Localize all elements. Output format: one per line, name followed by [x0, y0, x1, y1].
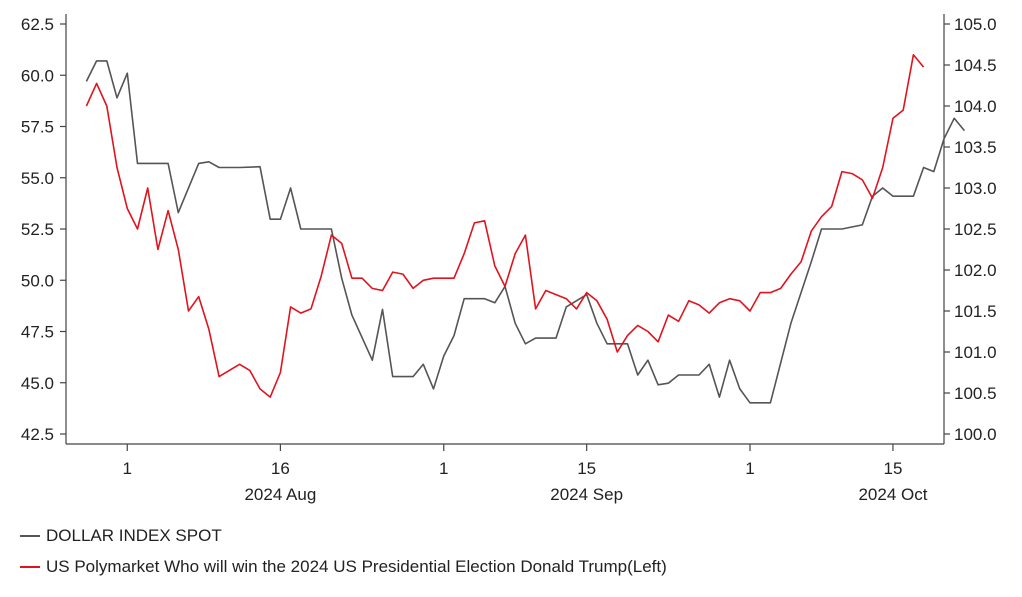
right-tick-label: 102.0 [954, 261, 997, 280]
left-tick-label: 45.0 [21, 374, 54, 393]
left-tick-label: 52.5 [21, 220, 54, 239]
right-tick-label: 101.0 [954, 343, 997, 362]
right-tick-label: 103.5 [954, 138, 997, 157]
x-axis: 1 16 1 15 1 15 2024 Aug 2024 Sep 2024 Oct [66, 443, 944, 504]
left-tick-label: 42.5 [21, 425, 54, 444]
x-tick-label: 15 [883, 459, 902, 478]
left-tick-label: 57.5 [21, 118, 54, 137]
left-tick-label: 60.0 [21, 66, 54, 85]
right-y-axis: 100.0 100.5 101.0 101.5 102.0 102.5 103.0 103.5… [943, 14, 997, 444]
left-y-axis: 42.5 45.0 47.5 50.0 52.5 55.0 57.5 60.0 62.5 [21, 14, 67, 444]
legend-swatch-dollar-index [20, 534, 40, 537]
left-tick-label: 47.5 [21, 323, 54, 342]
x-month-label: 2024 Sep [550, 485, 623, 504]
plot-area [85, 53, 966, 404]
legend: DOLLAR INDEX SPOT US Polymarket Who will… [20, 520, 667, 582]
left-tick-label: 62.5 [21, 15, 54, 34]
right-tick-label: 104.5 [954, 56, 997, 75]
x-month-label: 2024 Aug [244, 485, 316, 504]
legend-item-dollar-index: DOLLAR INDEX SPOT [20, 520, 667, 551]
legend-item-polymarket-trump: US Polymarket Who will win the 2024 US P… [20, 551, 667, 582]
dollar-index-line [85, 60, 966, 404]
right-tick-label: 100.0 [954, 425, 997, 444]
x-tick-label: 1 [745, 459, 754, 478]
legend-swatch-polymarket-trump [20, 565, 40, 568]
x-tick-label: 16 [271, 459, 290, 478]
legend-label-dollar-index: DOLLAR INDEX SPOT [46, 525, 222, 545]
right-tick-label: 100.5 [954, 384, 997, 403]
legend-label-polymarket-trump: US Polymarket Who will win the 2024 US P… [46, 556, 667, 576]
right-tick-label: 101.5 [954, 302, 997, 321]
right-tick-label: 102.5 [954, 220, 997, 239]
x-tick-label: 1 [123, 459, 132, 478]
right-tick-label: 105.0 [954, 15, 997, 34]
x-month-label: 2024 Oct [858, 485, 927, 504]
polymarket-trump-line [85, 53, 925, 398]
left-tick-label: 55.0 [21, 169, 54, 188]
x-tick-label: 15 [577, 459, 596, 478]
x-tick-label: 1 [439, 459, 448, 478]
right-tick-label: 104.0 [954, 97, 997, 116]
right-tick-label: 103.0 [954, 179, 997, 198]
dual-axis-line-chart: 42.5 45.0 47.5 50.0 52.5 55.0 57.5 60.0 62.5 100… [21, 14, 997, 504]
left-tick-label: 50.0 [21, 271, 54, 290]
